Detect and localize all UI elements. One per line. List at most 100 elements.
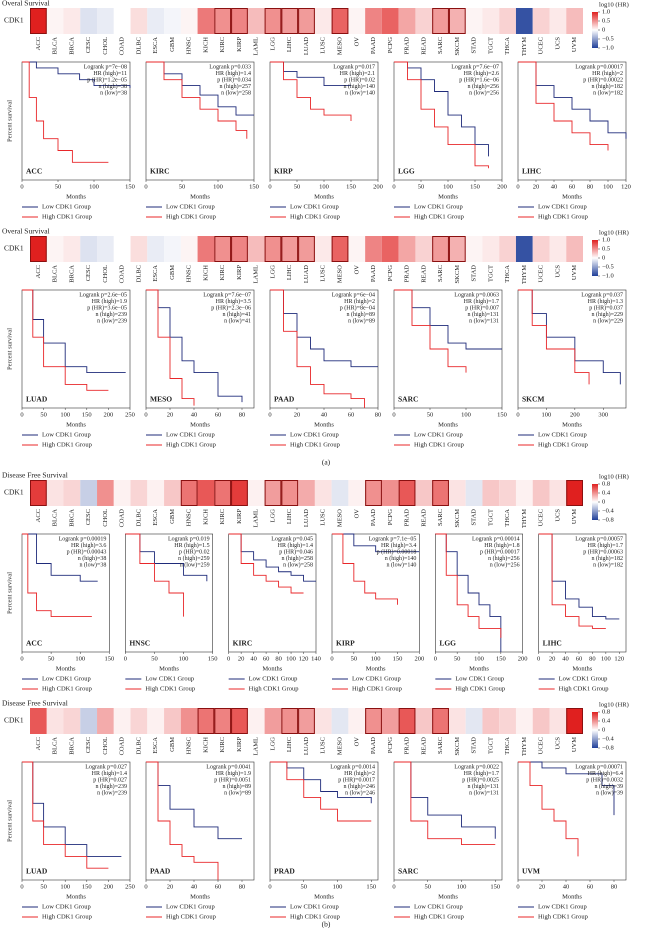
significant-outline (432, 708, 449, 734)
category-label: KIRC (219, 265, 226, 281)
heatmap-cell (465, 8, 483, 34)
category-label: PAAD (370, 265, 377, 282)
heatmap-cell (331, 8, 349, 34)
colorbar-tick-label: −0.5 (602, 263, 614, 270)
category-label: READ (420, 509, 427, 527)
panel-label: LGG (439, 639, 456, 648)
heatmap-cell (348, 8, 366, 34)
x-tick-label: 0 (268, 883, 271, 890)
annotation: p (HR)=0.00017 (480, 548, 520, 555)
x-tick-label: 0 (516, 183, 519, 190)
heatmap-cell (448, 236, 466, 262)
heatmap-cell (365, 8, 382, 34)
heatmap-cell (381, 236, 399, 262)
heatmap-cell (63, 236, 81, 262)
plot-frame (393, 761, 503, 881)
colorbar-tick-label: −1.0 (602, 272, 614, 279)
legend-label: High CDK1 Group (538, 913, 588, 920)
annotation: p (HR)=0.027 (93, 776, 127, 783)
significant-outline (231, 708, 248, 734)
category-label: SARC (437, 737, 444, 754)
heatmap-cell (415, 708, 433, 734)
category-label: STAD (471, 265, 478, 282)
heatmap-cell (214, 8, 232, 34)
category-label: KIRP (236, 37, 243, 52)
category-label: MESO (336, 509, 343, 527)
category-label: CHOL (102, 509, 109, 527)
category-label: LUAD (303, 37, 310, 55)
heatmap-cell (247, 480, 265, 506)
annotation: Logrank p=0.00071 (575, 764, 623, 770)
annotation: Logrank p=7.6e−07 (451, 64, 499, 70)
x-tick-label: 60 (587, 883, 594, 890)
survival-curve (125, 533, 185, 617)
category-label: UCEC (538, 37, 545, 54)
x-tick-label: 100 (333, 883, 343, 890)
legend-label: Low CDK1 Group (538, 903, 587, 910)
annotation: p (HR)=1.2e−05 (87, 76, 127, 83)
x-tick-label: 0 (20, 183, 23, 190)
annotation: n (high)=239 (95, 311, 127, 318)
colorbar-tick-label: −1.0 (602, 44, 614, 51)
heatmap-cell (381, 480, 399, 506)
category-label: UVM (571, 265, 578, 280)
annotation: n (low)=89 (348, 317, 375, 324)
x-axis-label: Months (438, 893, 458, 900)
x-tick-label: 120 (299, 655, 309, 662)
category-label: THCA (504, 265, 511, 283)
annotation: HR (high)=1.9 (92, 298, 127, 305)
annotation: HR (high)=1.7 (588, 542, 623, 549)
category-label: BLCA (52, 37, 59, 55)
x-axis-label: Months (190, 893, 210, 900)
annotation: n (low)=229 (593, 317, 623, 324)
x-tick-label: 0 (20, 411, 23, 418)
heatmap-cell (197, 708, 215, 734)
category-label: THYM (521, 509, 528, 528)
annotation: n (low)=182 (593, 89, 623, 96)
heatmap-cell (214, 236, 232, 262)
significant-outline (264, 236, 282, 262)
x-tick-label: 20 (533, 183, 540, 190)
plot-frame (145, 289, 255, 409)
panel-label: SARC (398, 867, 418, 876)
plot-frame (517, 761, 627, 881)
panel-label: ACC (26, 167, 42, 176)
x-tick-label: 40 (321, 411, 328, 418)
category-label: SARC (437, 37, 444, 54)
plot-frame (145, 761, 255, 881)
x-tick-label: 60 (348, 411, 355, 418)
survival-curve (332, 533, 420, 553)
heatmap-cell (365, 480, 382, 506)
heatmap-cell (515, 480, 533, 506)
category-label: UCS (554, 265, 561, 278)
heatmap-cell (164, 480, 181, 506)
category-label: LAML (253, 265, 260, 283)
category-label: SARC (437, 265, 444, 282)
x-tick-label: 50 (48, 655, 55, 662)
category-label: THYM (521, 737, 528, 756)
x-tick-label: 100 (286, 655, 296, 662)
x-tick-label: 200 (497, 183, 507, 190)
significant-outline (365, 480, 382, 506)
annotation: n (high)=257 (219, 83, 251, 90)
x-tick-label: 100 (319, 183, 329, 190)
heatmap-cell (180, 708, 198, 734)
category-label: READ (420, 37, 427, 55)
heatmap-cell (97, 8, 114, 34)
annotation: Logrank p=0.0063 (454, 292, 499, 298)
x-tick-label: 0 (124, 655, 127, 662)
significant-outline (197, 708, 215, 734)
heatmap-cell (465, 236, 483, 262)
annotation: Logrank p=0.00017 (575, 64, 623, 70)
colorbar-tick-label: −0.4 (602, 735, 615, 742)
x-tick-label: 100 (75, 655, 85, 662)
legend-label: Low CDK1 Group (559, 675, 608, 682)
legend-label: Low CDK1 Group (145, 675, 194, 682)
heatmap-cell (482, 236, 500, 262)
annotation: Logrank p=0.033 (209, 64, 251, 70)
category-label: PAAD (370, 509, 377, 526)
category-label: LGG (269, 265, 276, 279)
category-label: KIRP (236, 265, 243, 280)
annotation: Logrank p=0.017 (333, 64, 375, 70)
survival-curve (394, 761, 496, 846)
